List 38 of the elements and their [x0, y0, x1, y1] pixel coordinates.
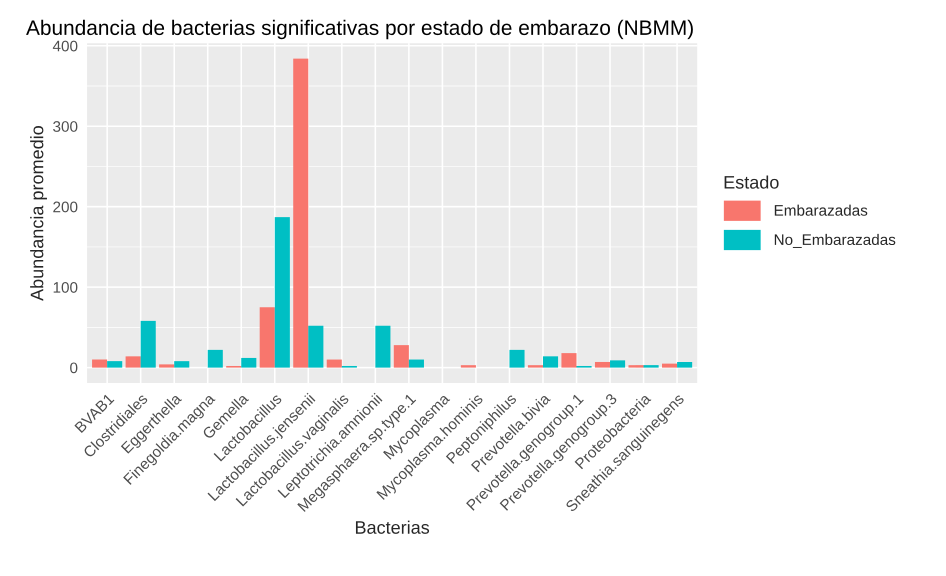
- bar: [408, 360, 424, 368]
- legend-label: No_Embarazadas: [774, 234, 896, 248]
- bar: [140, 320, 156, 368]
- bar: [394, 345, 409, 368]
- bar: [241, 358, 256, 368]
- bar: [375, 326, 390, 368]
- y-axis-title: Abundancia promedio: [30, 126, 47, 301]
- y-tick-label: 0: [70, 362, 78, 374]
- bar: [610, 360, 626, 368]
- bar: [159, 364, 174, 368]
- bar: [293, 58, 308, 368]
- bar: [107, 361, 122, 368]
- bar: [260, 307, 275, 368]
- y-tick-label: 300: [53, 121, 78, 132]
- bar: [542, 356, 558, 368]
- bar: [628, 365, 644, 368]
- bar: [677, 362, 692, 368]
- bar: [126, 356, 141, 368]
- bar: [644, 365, 659, 368]
- legend-label: Embarazadas: [774, 204, 868, 216]
- bar: [528, 365, 543, 368]
- bar: [92, 360, 108, 368]
- chart-title: Abundancia de bacterias significativas por estado de embarazo (NBMM): [26, 20, 693, 40]
- x-axis-title: Bacterias: [356, 520, 430, 534]
- bar: [509, 350, 525, 368]
- bar: [308, 326, 324, 368]
- y-tick-label: 200: [53, 202, 78, 212]
- bar: [662, 364, 678, 368]
- bar: [208, 350, 223, 368]
- bar: [274, 217, 290, 368]
- bar: [460, 365, 476, 368]
- bar: [594, 362, 610, 368]
- bar: [326, 360, 342, 368]
- bar: [561, 353, 577, 368]
- y-tick-label: 100: [54, 282, 78, 293]
- legend-title: Estado: [724, 175, 779, 189]
- y-tick-label: 400: [52, 40, 78, 52]
- bar: [174, 361, 190, 368]
